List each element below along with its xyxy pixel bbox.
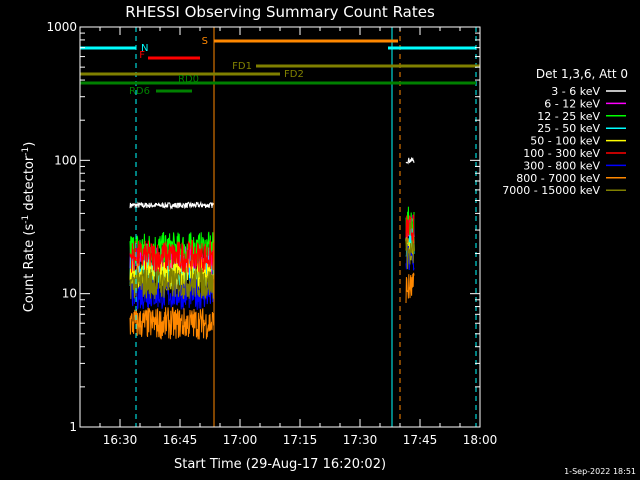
series-line-segment-b-0: [405, 157, 415, 165]
chart-title: RHESSI Observing Summary Count Rates: [125, 3, 435, 21]
y-tick-label-2: 100: [54, 153, 77, 167]
flag-label-f: F: [139, 50, 145, 61]
x-tick-label-2: 17:00: [223, 433, 258, 447]
flag-bars: NF S FD1 FD2 RD0 RD6: [80, 36, 480, 97]
series-line-segment-a-5: [129, 239, 215, 273]
legend-label-3: 25 - 50 keV: [537, 122, 600, 135]
flag-label-s: S: [202, 36, 208, 47]
series-layer: [129, 157, 415, 340]
series-line-segment-a-2: [129, 231, 215, 264]
x-axis-label: Start Time (29-Aug-17 16:20:02): [174, 457, 386, 472]
legend-label-8: 7000 - 15000 keV: [502, 184, 600, 197]
flag-label-rd0: RD0: [178, 74, 199, 85]
x-tick-label-4: 17:30: [343, 433, 378, 447]
series-line-segment-b-5: [405, 214, 415, 247]
series-line-segment-b-8: [405, 238, 415, 270]
legend-title: Det 1,3,6, Att 0: [536, 67, 628, 81]
x-axis-ticks: 16:30 16:45 17:00 17:15 17:30 17:45 18:00: [99, 27, 498, 447]
series-line-segment-a-0: [129, 200, 215, 210]
legend-label-7: 800 - 7000 keV: [516, 172, 600, 185]
x-tick-label-3: 17:15: [283, 433, 318, 447]
flag-label-fd1: FD1: [232, 61, 252, 72]
y-tick-label-3: 1000: [46, 20, 77, 34]
flag-label-n: N: [141, 43, 148, 54]
flag-label-rd6: RD6: [129, 86, 150, 97]
y-axis-label: Count Rate (s-1 detector-1): [21, 142, 37, 313]
legend-label-6: 300 - 800 keV: [523, 159, 600, 172]
series-line-segment-b-7: [405, 272, 415, 304]
legend-label-4: 50 - 100 keV: [530, 135, 600, 148]
legend-label-1: 6 - 12 keV: [544, 97, 600, 110]
flag-label-fd2: FD2: [284, 69, 304, 80]
x-tick-label-0: 16:30: [103, 433, 138, 447]
legend-label-5: 100 - 300 keV: [523, 147, 600, 160]
series-line-segment-a-7: [129, 306, 215, 340]
legend-label-0: 3 - 6 keV: [551, 85, 600, 98]
legend-label-2: 12 - 25 keV: [537, 110, 600, 123]
footer-timestamp: 1-Sep-2022 18:51: [564, 467, 636, 476]
y-tick-label-1: 10: [62, 287, 77, 301]
x-tick-label-6: 18:00: [463, 433, 498, 447]
series-line-segment-a-8: [129, 267, 215, 300]
x-tick-label-5: 17:45: [403, 433, 438, 447]
y-axis-ticks: 1 10 100 1000: [46, 20, 480, 434]
x-tick-label-1: 16:45: [163, 433, 198, 447]
y-tick-label-0: 1: [69, 420, 77, 434]
